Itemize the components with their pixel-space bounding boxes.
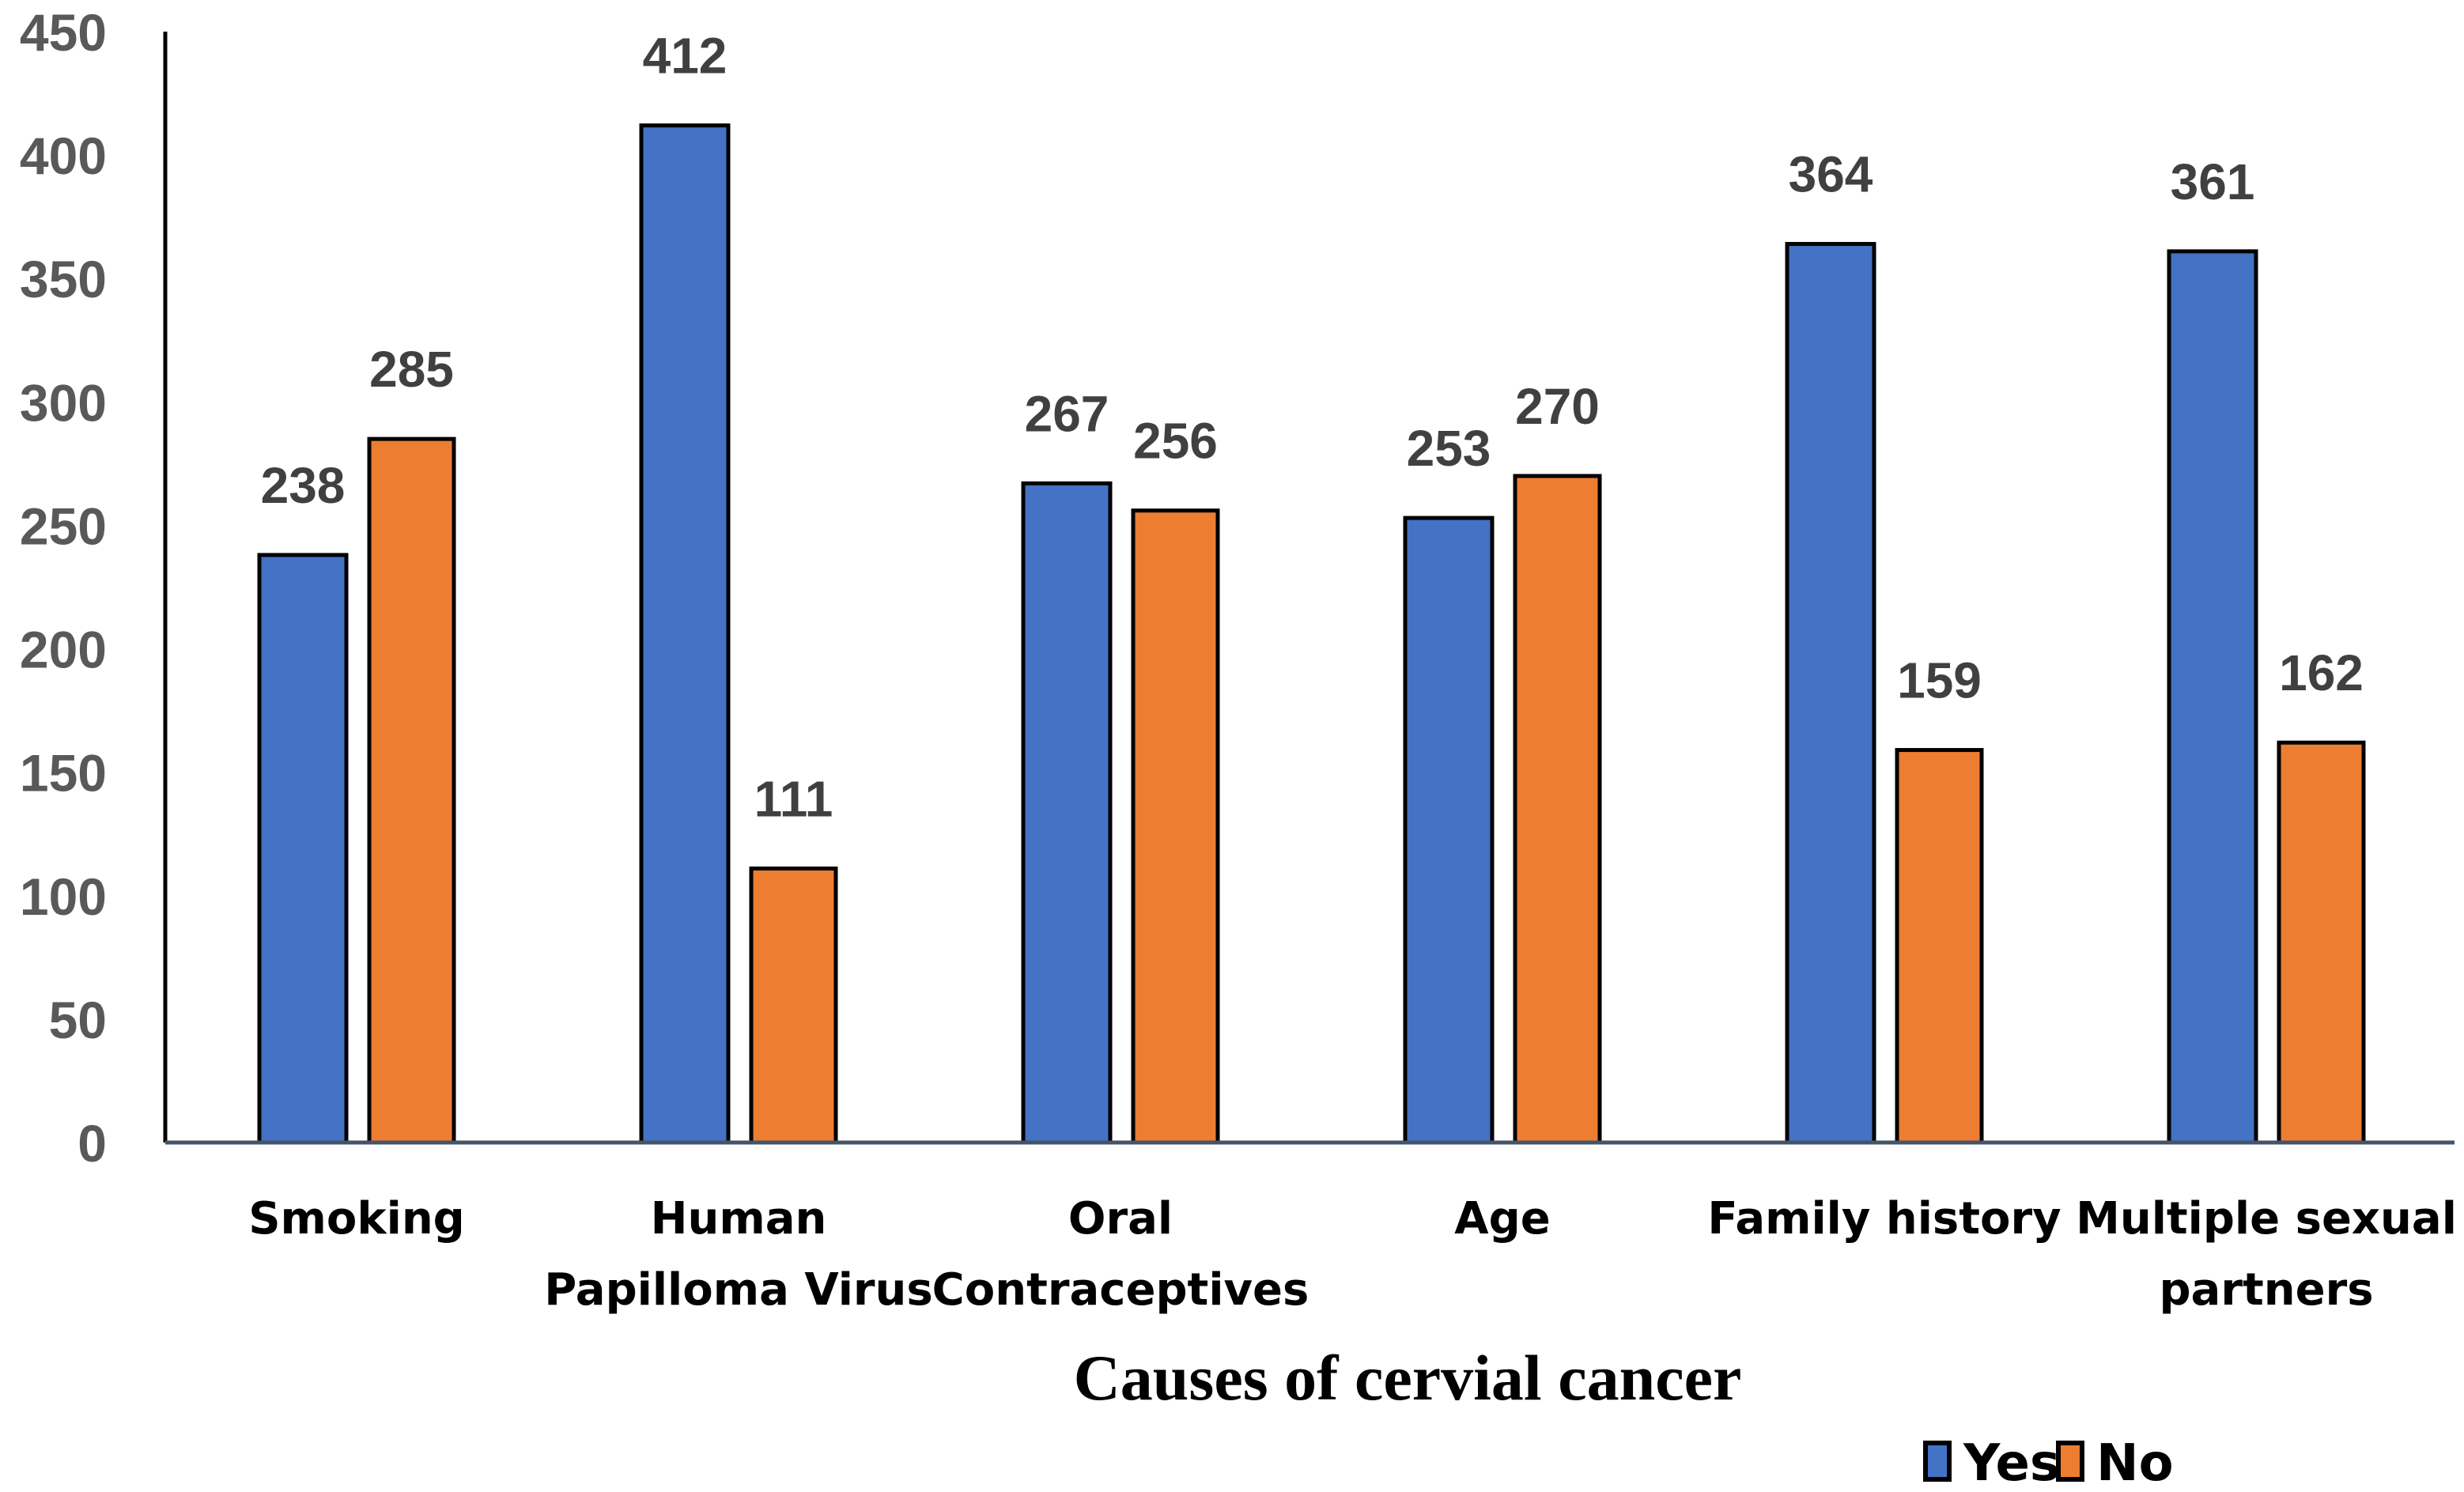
category-label: Oral — [1068, 1193, 1173, 1245]
bar-no — [367, 436, 456, 1145]
legend-label: No — [2096, 1434, 2174, 1492]
category-label: Papilloma Virus — [544, 1264, 932, 1316]
category-label: Human — [651, 1193, 827, 1245]
data-label: 238 — [261, 457, 346, 514]
bar-no — [749, 866, 838, 1145]
legend-swatch-no — [2056, 1441, 2084, 1482]
y-tick-label: 150 — [20, 744, 107, 803]
bar-yes — [1403, 516, 1495, 1145]
y-tick-label: 100 — [20, 867, 107, 926]
bar-no — [1895, 748, 1984, 1145]
bar-no — [1131, 508, 1220, 1145]
category-label: Age — [1454, 1193, 1550, 1245]
bar-no — [2277, 740, 2366, 1145]
data-label: 412 — [643, 28, 727, 85]
y-tick-label: 350 — [20, 250, 107, 308]
y-tick-label: 450 — [20, 3, 107, 62]
legend: Yes No — [1923, 1434, 2174, 1492]
data-label: 364 — [1789, 146, 1873, 203]
data-label: 285 — [369, 341, 454, 398]
y-tick-label: 400 — [20, 127, 107, 185]
y-tick-label: 200 — [20, 621, 107, 679]
data-label: 159 — [1897, 652, 1982, 709]
category-labels: Smoking Human Papilloma Virus Oral Contracep… — [248, 1193, 2457, 1316]
bar-yes — [639, 123, 731, 1145]
bars: 238 285 412 111 267 256 253 270 364 159 361 162 — [257, 28, 2366, 1145]
category-label: Multiple sexual — [2076, 1193, 2457, 1245]
y-tick-label: 250 — [20, 497, 107, 555]
y-tick-label: 50 — [49, 991, 107, 1049]
data-label: 253 — [1407, 420, 1491, 477]
data-label: 361 — [2171, 153, 2255, 210]
legend-label: Yes — [1963, 1434, 2060, 1492]
legend-swatch-yes — [1923, 1441, 1952, 1482]
bar-yes — [257, 553, 349, 1145]
data-label: 256 — [1133, 413, 1218, 470]
data-label: 267 — [1025, 385, 1109, 442]
bar-yes — [1021, 481, 1113, 1145]
data-label: 111 — [754, 770, 833, 827]
bar-yes — [2167, 249, 2258, 1145]
y-tick-label: 0 — [77, 1114, 107, 1173]
category-label: Family history — [1707, 1193, 2061, 1245]
category-label: Smoking — [248, 1193, 465, 1245]
data-label: 162 — [2279, 644, 2364, 701]
category-label: partners — [2159, 1264, 2373, 1316]
x-axis-title: Causes of cervial cancer — [1074, 1342, 1742, 1414]
y-tick-label: 300 — [20, 373, 107, 432]
category-label: Contraceptives — [932, 1264, 1309, 1316]
y-axis-ticks: 0 50 100 150 200 250 300 350 400 450 — [20, 3, 107, 1173]
bar-no — [1513, 474, 1602, 1145]
bar-yes — [1785, 242, 1876, 1145]
data-label: 270 — [1515, 378, 1600, 435]
